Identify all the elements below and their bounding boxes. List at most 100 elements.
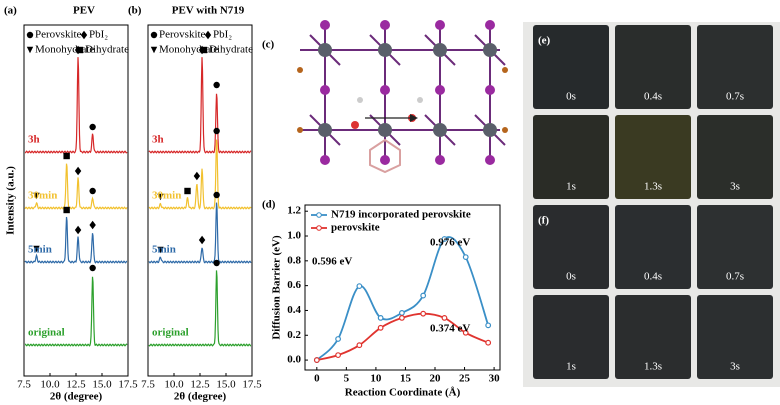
figure: (c) (a)PEVPerovskitePbI₂MonohydrateDihyd… (0, 0, 780, 405)
photo-time: 0s (566, 271, 576, 283)
point (357, 343, 362, 348)
y-tick-label: 1.2 (287, 205, 301, 217)
peak-marker (213, 128, 219, 134)
x-axis-label: 2θ (degree) (50, 391, 103, 403)
panel-label: (b) (128, 5, 142, 17)
peak-marker (89, 124, 95, 130)
y-tick-label: 0.4 (287, 304, 301, 316)
legend-label: PbI₂ (213, 29, 232, 41)
point (315, 358, 320, 363)
legend-marker (27, 47, 33, 53)
panel-title: PEV with N719 (172, 5, 245, 17)
x-tick-label: 17.5 (242, 379, 262, 391)
y-tick-label: 0.6 (287, 279, 301, 291)
x-tick-label: 20 (430, 373, 442, 385)
x-tick-label: 15 (400, 373, 412, 385)
peak-marker (199, 236, 205, 244)
x-tick-label: 7.5 (141, 379, 155, 391)
photo-time: 0.7s (726, 91, 744, 103)
xrd-trace (149, 57, 251, 153)
photo-time: 0s (566, 91, 576, 103)
panel-label: (a) (4, 5, 17, 17)
photo-time: 1.3s (644, 181, 662, 193)
point (486, 323, 491, 328)
legend-label: Dihydrate (209, 44, 253, 56)
legend-label: PbI₂ (89, 29, 108, 41)
x-tick-label: 10.0 (164, 379, 184, 391)
panel-label: (f) (538, 215, 549, 227)
annotation: 0.596 eV (312, 256, 352, 268)
crystal-structure (300, 25, 505, 160)
peak-marker (63, 207, 69, 213)
series-label: 5min (28, 244, 52, 256)
y-tick-label: 0.8 (287, 254, 301, 266)
photo-time: 0.7s (726, 271, 744, 283)
legend-marker (317, 213, 322, 218)
peak-marker (89, 265, 95, 271)
y-axis-label: Diffusion Barrier (eV) (271, 235, 283, 340)
photo-time: 1.3s (644, 361, 662, 373)
point (400, 316, 405, 321)
peak-marker (75, 167, 81, 175)
panel-title: PEV (73, 5, 95, 17)
photo-time: 1s (566, 361, 576, 373)
y-tick-label: 0.2 (287, 329, 301, 341)
series-label: original (152, 327, 189, 339)
legend-marker (205, 31, 211, 39)
panel-label: (d) (262, 199, 276, 211)
peak-marker (213, 260, 219, 266)
peak-marker (213, 192, 219, 198)
xrd-trace (25, 57, 127, 153)
point (357, 284, 362, 289)
photo-time: 0.4s (644, 91, 662, 103)
photo-time: 0.4s (644, 271, 662, 283)
y-tick-label: 0.0 (287, 354, 301, 366)
point (442, 316, 447, 321)
atoms (297, 20, 508, 172)
x-tick-label: 10 (370, 373, 382, 385)
series-label: 30min (28, 190, 57, 202)
series-label: original (28, 327, 65, 339)
point (421, 311, 426, 316)
point (486, 340, 491, 345)
point (378, 326, 383, 331)
x-tick-label: 5 (344, 373, 350, 385)
peak-marker (89, 188, 95, 194)
point (336, 337, 341, 342)
series-label: 30min (152, 190, 181, 202)
x-tick-label: 10.0 (40, 379, 60, 391)
x-tick-label: 0 (314, 373, 320, 385)
legend-label: N719 incorporated perovskite (331, 209, 471, 221)
legend-marker (151, 32, 157, 38)
legend-label: perovskite (331, 222, 380, 234)
point (336, 353, 341, 358)
peak-marker (213, 82, 219, 88)
x-tick-label: 7.5 (17, 379, 31, 391)
x-tick-label: 15.0 (92, 379, 112, 391)
x-tick-label: 30 (489, 373, 501, 385)
peak-marker (75, 226, 81, 234)
x-tick-label: 17.5 (118, 379, 138, 391)
xrd-trace (25, 217, 127, 263)
y-tick-label: 1.0 (287, 230, 301, 242)
peak-marker (184, 188, 190, 194)
series-label: 5min (152, 244, 176, 256)
panel-label: (e) (538, 35, 551, 47)
annotation: 0.976 eV (430, 237, 470, 249)
x-tick-label: 15.0 (216, 379, 236, 391)
point (400, 311, 405, 316)
x-axis-label: 2θ (degree) (174, 391, 227, 403)
series-label: 3h (152, 134, 164, 146)
legend-label: Dihydrate (85, 44, 129, 56)
photo-time: 1s (566, 181, 576, 193)
point (463, 255, 468, 260)
x-tick-label: 12.5 (66, 379, 86, 391)
photo-time: 3s (730, 361, 740, 373)
legend-marker (81, 31, 87, 39)
peak-marker (89, 221, 95, 229)
series-label: 3h (28, 134, 40, 146)
point (421, 293, 426, 298)
photo-time: 3s (730, 181, 740, 193)
x-axis-label: Reaction Coordinate (Å) (345, 387, 461, 399)
legend-marker (317, 226, 322, 231)
